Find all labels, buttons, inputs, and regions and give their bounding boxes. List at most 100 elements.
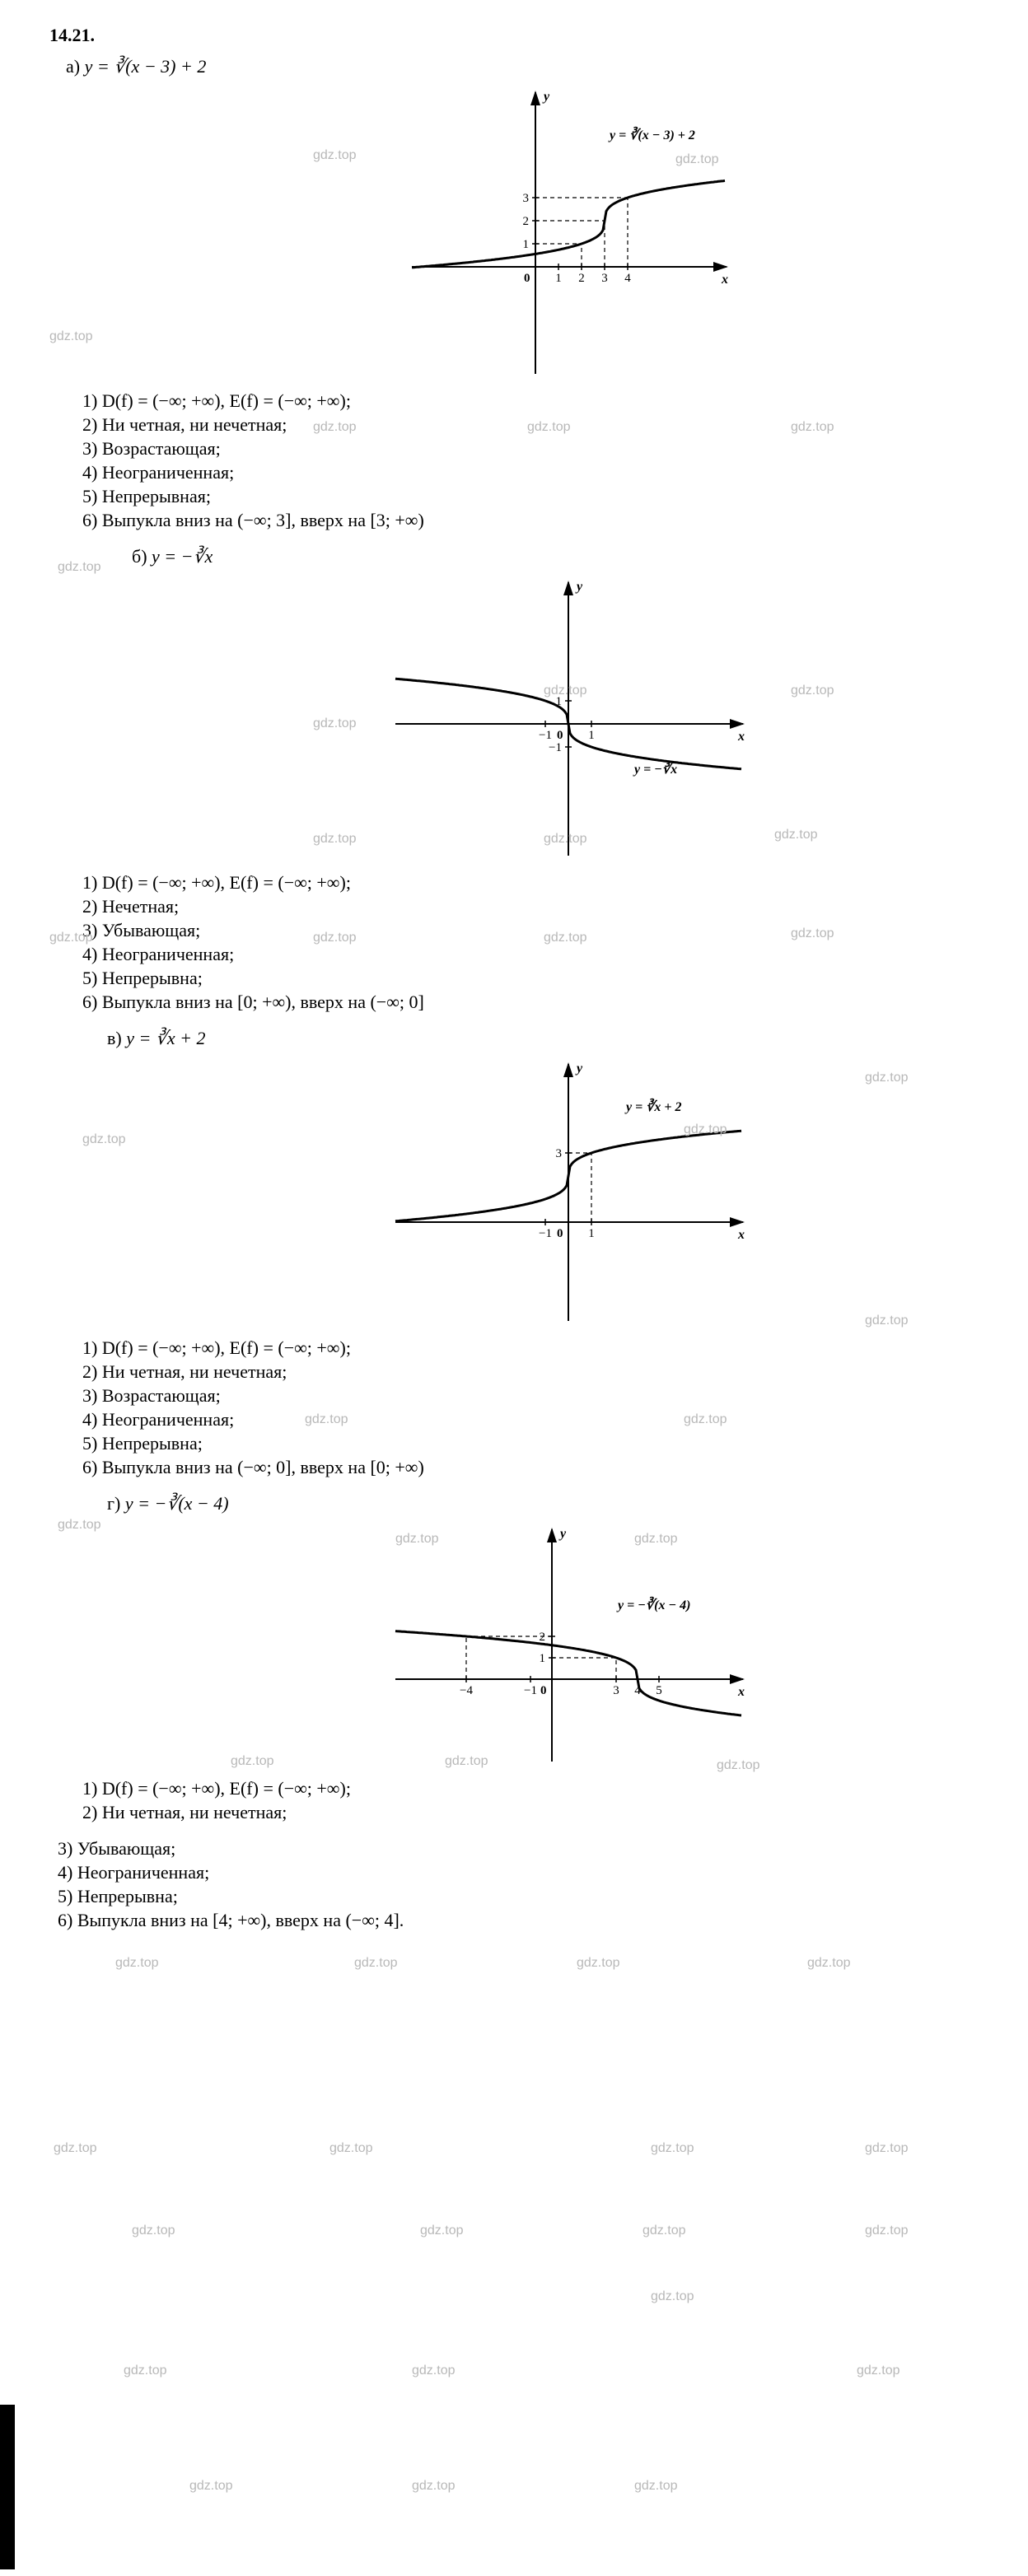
svg-text:x: x (737, 730, 745, 744)
function-graph: x y 0 1 2 3 4 1 2 3 y = ∛(x − 3) + 2 (404, 86, 733, 382)
watermark: gdz.top (354, 1956, 397, 1971)
watermark: gdz.top (124, 2364, 166, 2378)
part-label: г) y = −∛(x − 4) (107, 1493, 995, 1514)
watermark: gdz.top (651, 2141, 694, 2156)
part-label: в) y = ∛x + 2 (107, 1028, 995, 1049)
svg-text:0: 0 (524, 272, 530, 285)
svg-text:−1: −1 (549, 741, 562, 754)
watermark: gdz.top (189, 2479, 232, 2494)
svg-text:x: x (737, 1228, 745, 1242)
property-item: 2) Ни четная, ни нечетная; (82, 1802, 995, 1823)
svg-text:−1: −1 (524, 1684, 537, 1697)
watermark: gdz.top (54, 2141, 96, 2156)
properties-list: 1) D(f) = (−∞; +∞), E(f) = (−∞; +∞);2) Н… (82, 872, 995, 1013)
part-label: б) y = −∛x (132, 546, 995, 567)
property-item: 1) D(f) = (−∞; +∞), E(f) = (−∞; +∞); (82, 1778, 995, 1799)
watermark: gdz.top (642, 2224, 685, 2238)
property-item: 1) D(f) = (−∞; +∞), E(f) = (−∞; +∞); (82, 872, 995, 894)
watermark: gdz.top (807, 1956, 850, 1971)
property-item: 4) Неограниченная; (82, 944, 995, 965)
part-letter: б) (132, 546, 152, 567)
property-item: 4) Неограниченная; (58, 1862, 995, 1883)
watermark: gdz.top (115, 1956, 158, 1971)
part-letter: г) (107, 1493, 125, 1514)
property-item: 5) Непрерывна; (82, 1433, 995, 1454)
function-graph: xy01−11−1y = −∛x (387, 576, 750, 864)
problem-number: 14.21. (49, 25, 995, 46)
svg-text:1: 1 (588, 729, 595, 742)
svg-text:1: 1 (555, 272, 562, 285)
watermark: gdz.top (865, 2224, 908, 2238)
properties-list: 1) D(f) = (−∞; +∞), E(f) = (−∞; +∞);2) Н… (82, 1337, 995, 1478)
svg-text:3: 3 (601, 272, 608, 285)
svg-text:0: 0 (557, 729, 563, 742)
svg-text:−4: −4 (460, 1684, 473, 1697)
property-item: 4) Неограниченная; (82, 462, 995, 483)
property-item: 2) Нечетная; (82, 896, 995, 917)
part-formula: y = −∛x (152, 546, 213, 567)
function-graph: x y 0 1 −1 3 y = ∛x + 2 (387, 1057, 750, 1329)
watermark: gdz.top (420, 2224, 463, 2238)
property-item: 3) Убывающая; (82, 920, 995, 941)
property-item: 6) Выпукла вниз на (−∞; 0], вверх на [0;… (82, 1457, 995, 1478)
property-item: 6) Выпукла вниз на [0; +∞), вверх на (−∞… (82, 992, 995, 1013)
part-formula: y = −∛(x − 4) (125, 1493, 229, 1514)
property-item: 6) Выпукла вниз на [4; +∞), вверх на (−∞… (58, 1910, 995, 1931)
property-item: 3) Возрастающая; (82, 1385, 995, 1407)
svg-text:0: 0 (557, 1227, 563, 1240)
svg-text:5: 5 (656, 1684, 662, 1697)
property-item: 1) D(f) = (−∞; +∞), E(f) = (−∞; +∞); (82, 1337, 995, 1359)
watermark: gdz.top (577, 1956, 619, 1971)
part-formula: y = ∛x + 2 (126, 1028, 205, 1048)
svg-text:3: 3 (556, 1147, 563, 1160)
svg-text:4: 4 (624, 272, 631, 285)
part-formula: y = ∛(x − 3) + 2 (85, 56, 207, 77)
property-item: 5) Непрерывна; (82, 968, 995, 989)
svg-text:y: y (575, 1062, 583, 1076)
svg-text:0: 0 (540, 1684, 547, 1697)
svg-text:y: y (558, 1527, 567, 1541)
property-item: 5) Непрерывная; (82, 486, 995, 507)
left-edge-bar (0, 2405, 15, 2569)
svg-text:−1: −1 (539, 1227, 552, 1240)
svg-text:x: x (737, 1685, 745, 1699)
svg-text:2: 2 (540, 1631, 546, 1644)
svg-text:y: y (542, 90, 550, 104)
property-item: 4) Неограниченная; (82, 1409, 995, 1430)
property-item: 2) Ни четная, ни нечетная; (82, 414, 995, 436)
svg-text:3: 3 (613, 1684, 619, 1697)
svg-text:1: 1 (523, 238, 530, 251)
properties-list-continued: 3) Убывающая;4) Неограниченная; 5) Непрер… (58, 1838, 995, 1931)
property-item: 1) D(f) = (−∞; +∞), E(f) = (−∞; +∞); (82, 390, 995, 412)
property-item: 3) Убывающая; (58, 1838, 995, 1860)
watermark: gdz.top (857, 2364, 900, 2378)
svg-text:1: 1 (540, 1652, 546, 1665)
svg-text:x: x (721, 273, 728, 287)
svg-text:y: y (575, 580, 583, 594)
svg-text:y = −∛x: y = −∛x (633, 760, 677, 777)
svg-text:y = ∛(x − 3) + 2: y = ∛(x − 3) + 2 (608, 126, 695, 142)
watermark: gdz.top (865, 2141, 908, 2156)
watermark: gdz.top (651, 2289, 694, 2304)
svg-text:y = −∛(x − 4): y = −∛(x − 4) (616, 1596, 690, 1612)
properties-list: 1) D(f) = (−∞; +∞), E(f) = (−∞; +∞); 2) Н… (82, 1778, 995, 1823)
properties-list: 1) D(f) = (−∞; +∞), E(f) = (−∞; +∞);2) Н… (82, 390, 995, 531)
part-label: а) y = ∛(x − 3) + 2 (66, 56, 995, 77)
watermark: gdz.top (329, 2141, 372, 2156)
property-item: 5) Непрерывна; (58, 1886, 995, 1907)
property-item: 2) Ни четная, ни нечетная; (82, 1361, 995, 1383)
function-graph: xy0345−4−112y = −∛(x − 4) (387, 1523, 750, 1770)
property-item: 6) Выпукла вниз на (−∞; 3], вверх на [3;… (82, 510, 995, 531)
svg-text:2: 2 (578, 272, 585, 285)
svg-text:y = ∛x + 2: y = ∛x + 2 (624, 1098, 682, 1114)
property-item: 3) Возрастающая; (82, 438, 995, 460)
watermark: gdz.top (412, 2479, 455, 2494)
watermark: gdz.top (132, 2224, 175, 2238)
svg-text:3: 3 (523, 192, 530, 205)
part-letter: а) (66, 56, 85, 77)
part-letter: в) (107, 1028, 126, 1048)
svg-text:1: 1 (588, 1227, 595, 1240)
svg-text:2: 2 (523, 215, 530, 228)
watermark: gdz.top (412, 2364, 455, 2378)
watermark: gdz.top (634, 2479, 677, 2494)
